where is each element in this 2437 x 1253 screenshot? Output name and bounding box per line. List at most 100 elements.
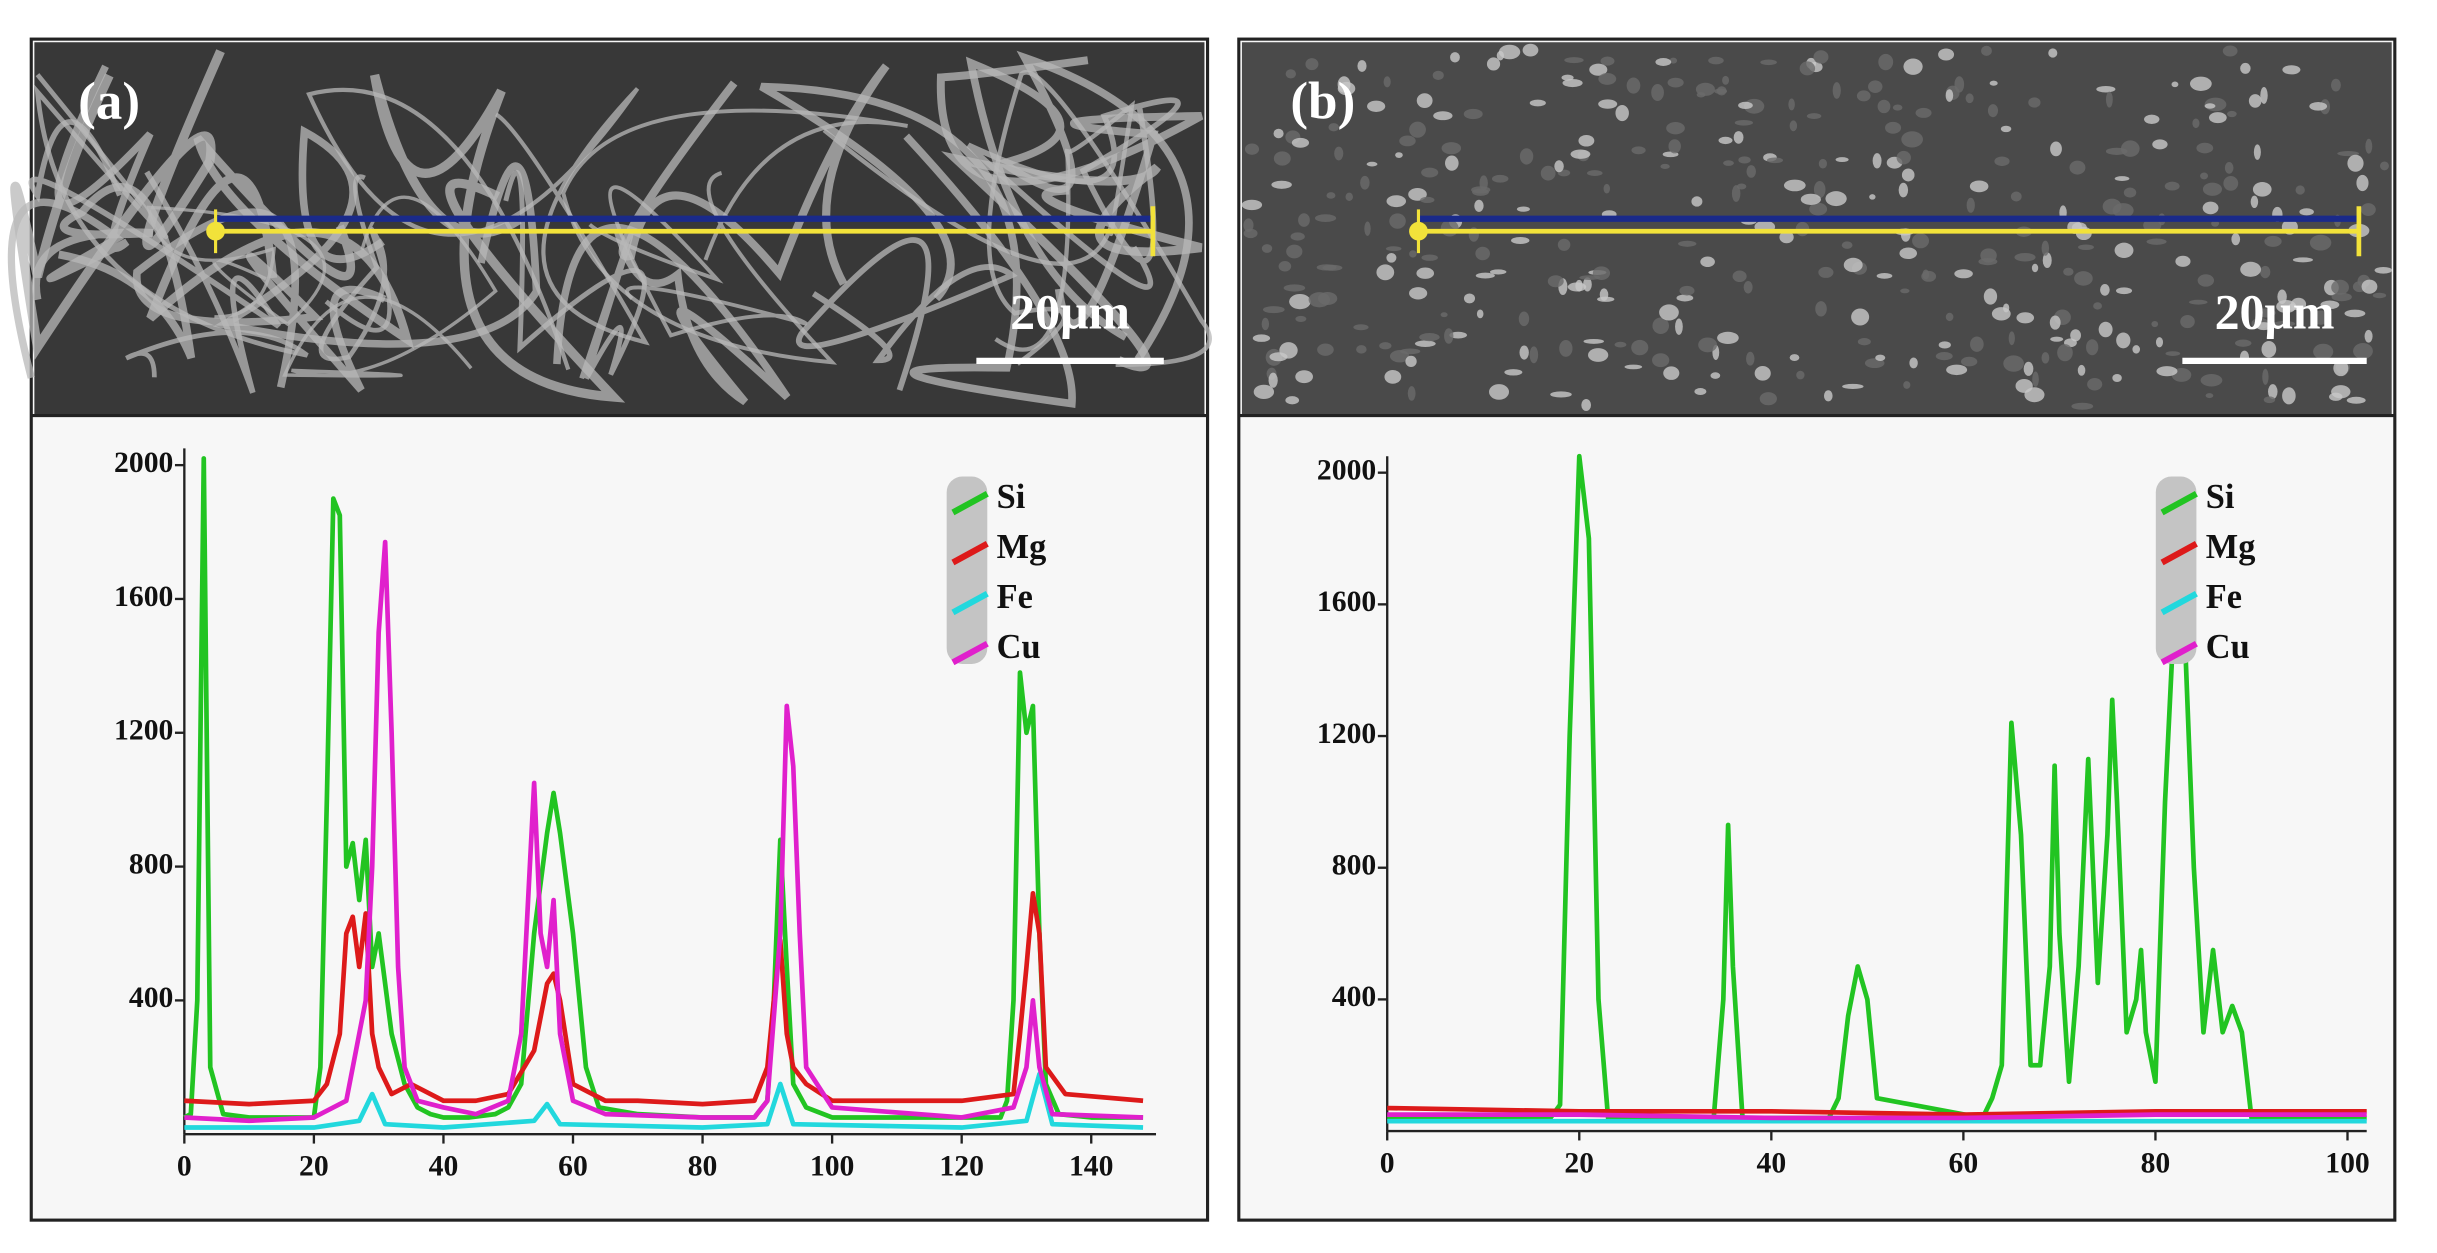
- sem-particle: [1383, 76, 1391, 88]
- sem-particle: [2204, 103, 2216, 109]
- sem-particle: [2288, 303, 2296, 311]
- sem-particle: [1273, 151, 1291, 166]
- sem-particle: [1746, 165, 1756, 178]
- sem-particle: [2292, 257, 2313, 263]
- sem-particle: [1799, 61, 1816, 76]
- sem-particle: [1659, 304, 1679, 321]
- sem-particle: [1738, 156, 1751, 164]
- sem-particle: [1667, 77, 1684, 88]
- sem-particle: [1283, 284, 1306, 292]
- sem-particle: [1717, 331, 1739, 345]
- sem-particle: [2093, 302, 2103, 310]
- sem-boundary: [822, 100, 1136, 352]
- sem-particle: [2112, 374, 2122, 383]
- sem-particle: [2379, 161, 2389, 171]
- sem-particle: [1386, 195, 1407, 208]
- sem-particle: [1954, 269, 1973, 279]
- sem-particle: [1909, 357, 1918, 369]
- sem-particle: [1789, 120, 1798, 132]
- sem-particle: [1244, 143, 1260, 155]
- sem-particle: [1652, 317, 1670, 335]
- sem-particle: [1376, 264, 1395, 281]
- sem-particle: [1278, 261, 1292, 272]
- x-tick-label: 100: [2325, 1147, 2370, 1179]
- sem-particle: [1694, 388, 1707, 396]
- sem-particle: [1463, 108, 1483, 120]
- sem-particle: [2372, 292, 2387, 299]
- legend-label: Fe: [2206, 578, 2242, 616]
- sem-particle: [2344, 309, 2366, 318]
- sem-boundary: [965, 50, 1193, 362]
- sem-particle: [1815, 301, 1827, 317]
- sem-particle: [1970, 336, 1984, 352]
- sem-particle: [1983, 288, 1998, 305]
- sem-particle: [1589, 63, 1608, 76]
- sem-particle: [1298, 213, 1310, 227]
- y-tick-label: 1200: [114, 715, 173, 747]
- sem-particle: [1743, 281, 1753, 294]
- sem-particle: [1561, 74, 1574, 81]
- sem-particle: [1734, 119, 1753, 126]
- sem-particle: [1385, 246, 1402, 252]
- panel-label: (b): [1290, 72, 1355, 130]
- sem-particle: [1261, 244, 1273, 253]
- sem-particle: [1788, 98, 1795, 111]
- sem-boundary: [306, 87, 650, 371]
- sem-particle: [2003, 355, 2024, 372]
- sem-particle: [1364, 221, 1371, 236]
- x-tick-label: 40: [1756, 1147, 1786, 1179]
- x-tick-label: 80: [2141, 1147, 2171, 1179]
- sem-particle: [1252, 334, 1271, 342]
- legend-swatch: [2160, 540, 2198, 566]
- sem-particle: [1809, 202, 1828, 216]
- legend-box: [2155, 476, 2197, 664]
- sem-particle: [2337, 150, 2360, 157]
- sem-particle: [1317, 343, 1334, 356]
- sem-particle: [1389, 213, 1406, 229]
- sem-particle: [2132, 345, 2141, 354]
- y-tick-label: 400: [1332, 981, 1377, 1013]
- sem-particle: [1660, 163, 1670, 170]
- sem-particle: [1268, 372, 1278, 388]
- series-line: [184, 539, 1144, 1124]
- legend-label: Fe: [997, 578, 1033, 616]
- sem-particle: [2042, 252, 2052, 269]
- sem-particle: [1698, 337, 1718, 353]
- sem-particle: [2050, 336, 2064, 342]
- legend-label: Si: [997, 478, 1026, 516]
- legend-swatch: [951, 490, 989, 516]
- y-tick-label: 800: [129, 848, 174, 880]
- sem-particle: [1511, 236, 1530, 244]
- sem-particle: [1529, 99, 1546, 107]
- sem-particle: [1289, 293, 1311, 310]
- sem-particle: [1489, 269, 1507, 275]
- sem-particle: [2346, 396, 2366, 404]
- sem-particle: [1980, 248, 1997, 263]
- scale-bar-label: 20μm: [1010, 284, 1130, 340]
- sem-particle: [2175, 255, 2191, 267]
- legend-box: [946, 476, 988, 664]
- sem-particle: [1463, 293, 1476, 304]
- sem-particle: [2208, 112, 2227, 124]
- sem-particle: [2224, 162, 2234, 174]
- sem-particle: [1314, 214, 1337, 223]
- legend-label: Cu: [2206, 628, 2250, 666]
- legend-label: Si: [2206, 478, 2235, 516]
- sem-particle: [2360, 203, 2376, 217]
- sem-particle: [1475, 272, 1495, 279]
- sem-particle: [2313, 343, 2334, 360]
- sem-particle: [2031, 263, 2039, 273]
- sem-particle: [1564, 57, 1584, 64]
- sem-particle: [1915, 107, 1932, 118]
- sem-particle: [1441, 142, 1462, 155]
- sem-particle: [1557, 238, 1571, 251]
- x-tick-label: 20: [1564, 1147, 1594, 1179]
- sem-particle: [2102, 198, 2122, 215]
- sem-particle: [2063, 267, 2074, 276]
- sem-particle: [1869, 194, 1876, 200]
- x-tick-label: 80: [688, 1150, 718, 1182]
- sem-particle: [2250, 195, 2259, 209]
- sem-particle: [1486, 57, 1501, 71]
- sem-particle: [1981, 45, 1992, 56]
- y-tick-label: 400: [129, 982, 174, 1014]
